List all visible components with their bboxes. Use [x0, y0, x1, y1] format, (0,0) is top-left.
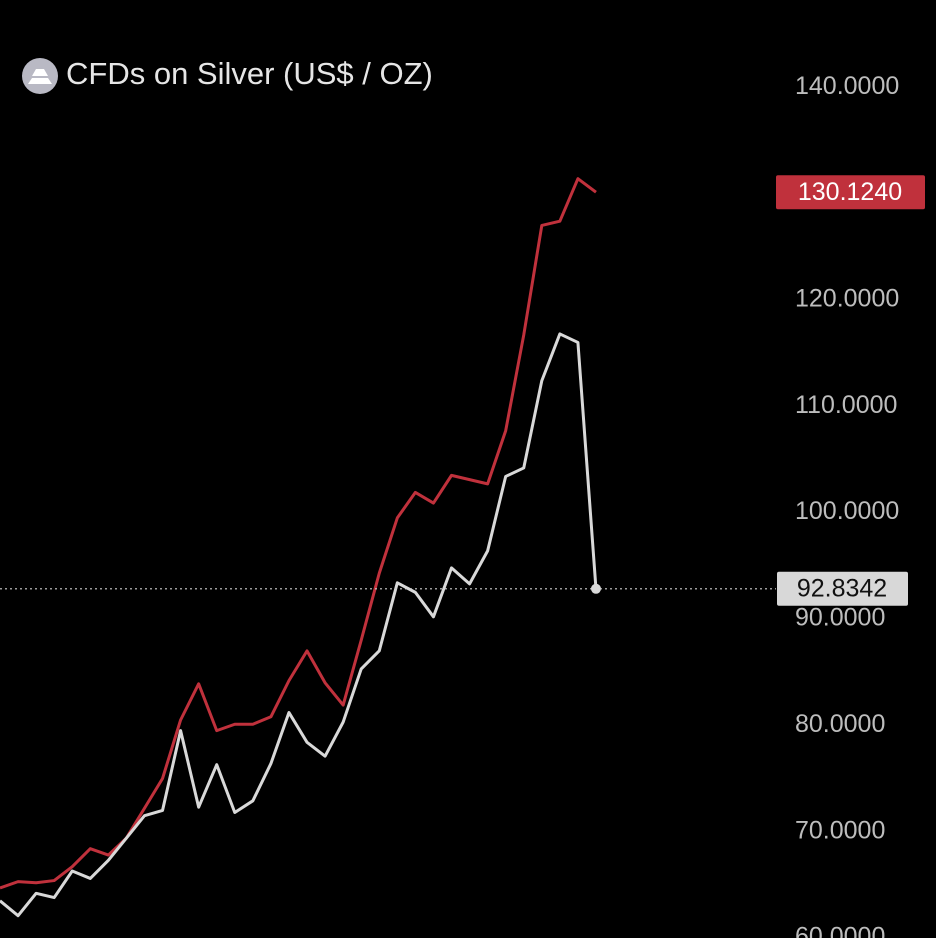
- series-line: [0, 177, 597, 890]
- price-badge: [777, 571, 908, 606]
- y-tick-label: 120.0000: [795, 285, 899, 313]
- y-tick-label: 70.0000: [795, 816, 885, 844]
- chart-title: CFDs on Silver (US$ / OZ): [66, 56, 433, 91]
- y-tick-label: 80.0000: [795, 710, 885, 738]
- price-badge: [776, 175, 925, 210]
- title-icon: [22, 58, 58, 94]
- price-badge-label: 92.8342: [797, 574, 887, 602]
- y-tick-label: 110.0000: [795, 391, 897, 419]
- y-tick-label: 90.0000: [795, 604, 885, 632]
- series-line: [0, 332, 598, 918]
- y-tick-label: 60.0000: [795, 923, 885, 938]
- price-badge-label: 130.1240: [798, 178, 902, 206]
- last-point: [590, 583, 601, 594]
- y-tick-label: 140.0000: [795, 72, 899, 100]
- y-tick-label: 100.0000: [795, 497, 899, 525]
